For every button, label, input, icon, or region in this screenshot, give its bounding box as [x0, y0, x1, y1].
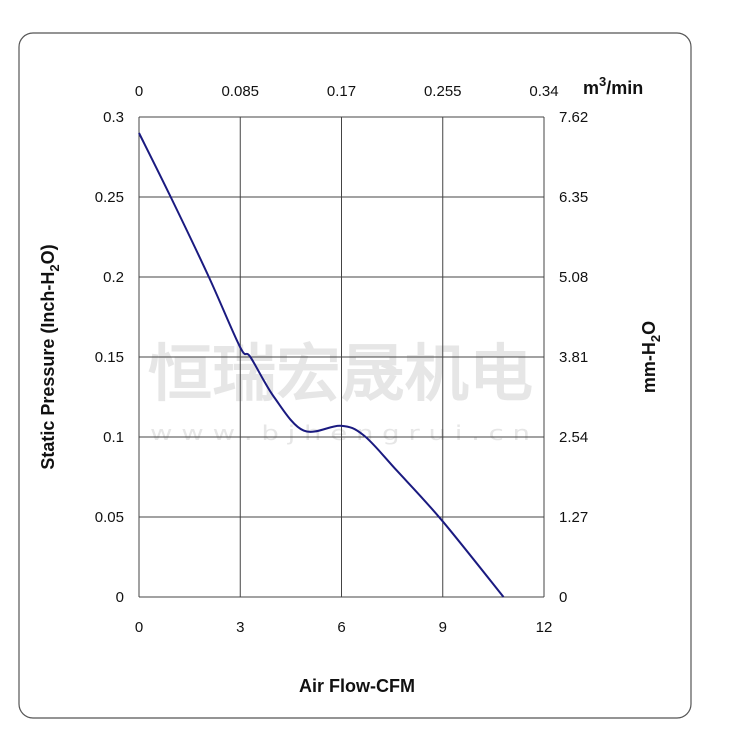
right-y-tick-label: 2.54 — [559, 429, 588, 446]
left-axis-label: Static Pressure (Inch-H2O) — [38, 244, 62, 469]
top-x-tick-label: 0.17 — [327, 83, 356, 100]
left-y-tick-label: 0.15 — [95, 349, 124, 366]
right-y-tick-label: 3.81 — [559, 349, 588, 366]
x-axis-label: Air Flow-CFM — [299, 676, 415, 696]
top-x-tick-label: 0.255 — [424, 83, 462, 100]
top-x-tick-label: 0.34 — [529, 83, 558, 100]
x-tick-label: 3 — [236, 619, 244, 636]
left-y-tick-label: 0.25 — [95, 189, 124, 206]
grid — [138, 116, 545, 598]
fan-curve-line — [138, 132, 505, 598]
right-y-tick-label: 0 — [559, 589, 567, 606]
left-y-tick-label: 0.05 — [95, 509, 124, 526]
top-x-tick-label: 0 — [135, 83, 143, 100]
watermark: 恒瑞宏晟机电 w w w . b j h e n g r u i . c n — [148, 337, 533, 445]
x-tick-label: 6 — [337, 619, 345, 636]
right-y-tick-label: 1.27 — [559, 509, 588, 526]
right-y-tick-label: 6.35 — [559, 189, 588, 206]
watermark-text: 恒瑞宏晟机电 — [148, 337, 533, 410]
top-axis-unit: m3/min — [583, 74, 643, 98]
top-x-tick-label: 0.085 — [221, 83, 259, 100]
right-y-tick-label: 7.62 — [559, 109, 588, 126]
x-tick-label: 12 — [536, 619, 553, 636]
right-axis-label: mm-H2O — [639, 321, 663, 393]
left-y-tick-label: 0 — [116, 589, 124, 606]
right-y-tick-label: 5.08 — [559, 269, 588, 286]
x-tick-label: 9 — [439, 619, 447, 636]
x-tick-label: 0 — [135, 619, 143, 636]
watermark-url: w w w . b j h e n g r u i . c n — [150, 421, 530, 445]
left-y-tick-label: 0.1 — [103, 429, 124, 446]
chart-border — [18, 32, 692, 719]
left-y-tick-label: 0.2 — [103, 269, 124, 286]
left-y-tick-label: 0.3 — [103, 109, 124, 126]
